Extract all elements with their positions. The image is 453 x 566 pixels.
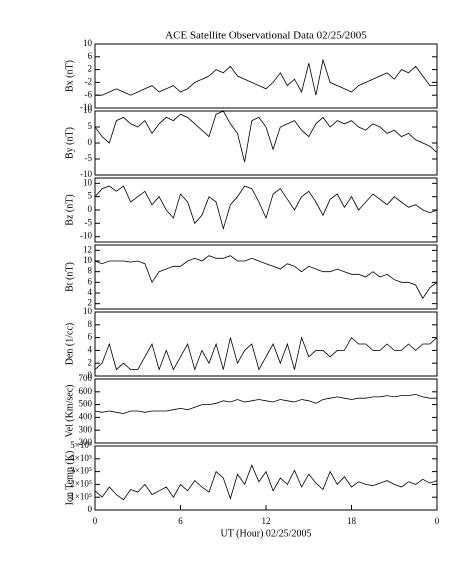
data-line xyxy=(94,393,437,415)
x-tick-label: 12 xyxy=(262,516,271,526)
y-axis-label: By (nT) xyxy=(64,127,75,159)
y-tick-label: -5 xyxy=(85,217,93,227)
y-tick-label: 10 xyxy=(83,255,93,265)
y-tick-label: 4 xyxy=(88,344,93,354)
y-tick-label: 2 xyxy=(88,298,93,308)
data-line xyxy=(94,255,438,300)
y-tick-label: 10 xyxy=(83,177,93,187)
data-line xyxy=(94,464,438,501)
y-tick-label: 0 xyxy=(88,504,93,514)
y-tick-label: 5 xyxy=(88,121,93,131)
y-axis-label: Den (1/cc) xyxy=(64,323,75,365)
y-tick-label: 6 xyxy=(88,51,93,61)
data-line xyxy=(94,336,438,371)
y-tick-label: 10 xyxy=(83,38,93,48)
panel-frame xyxy=(94,445,438,511)
y-tick-label: 1×10⁵ xyxy=(70,491,92,501)
y-axis-label: Bx (nT) xyxy=(64,60,75,92)
y-tick-label: -6 xyxy=(85,89,93,99)
y-tick-label: 5 xyxy=(88,191,93,201)
panel-frame xyxy=(94,177,438,243)
x-tick-label: 18 xyxy=(347,516,357,526)
y-tick-label: 200 xyxy=(79,437,93,447)
y-tick-label: 12 xyxy=(83,244,92,254)
y-tick-label: 4×10⁵ xyxy=(70,453,92,463)
panel-frame xyxy=(94,43,438,109)
panel-frame xyxy=(94,244,438,310)
y-axis-label: Bz (nT) xyxy=(64,194,75,225)
y-axis-label: Ion Temp (K) xyxy=(64,451,75,506)
y-tick-label: 0 xyxy=(88,204,93,214)
y-tick-label: 10 xyxy=(83,105,93,115)
y-tick-label: 10 xyxy=(83,306,93,316)
y-tick-label: -2 xyxy=(85,76,93,86)
x-tick-label: 0 xyxy=(435,516,440,526)
y-tick-label: -5 xyxy=(85,153,93,163)
y-tick-label: 500 xyxy=(79,399,93,409)
x-tick-label: 6 xyxy=(178,516,183,526)
y-tick-label: 2×10⁵ xyxy=(70,478,92,488)
data-line xyxy=(95,58,437,96)
y-tick-label: 3×10⁵ xyxy=(70,466,92,476)
y-tick-label: 0 xyxy=(88,370,93,380)
y-tick-label: 700 xyxy=(79,373,93,383)
y-tick-label: -10 xyxy=(80,102,92,112)
y-tick-label: 8 xyxy=(88,266,93,276)
y-axis-label: Vel (Km/sec) xyxy=(64,384,75,437)
data-line xyxy=(94,110,438,163)
data-line xyxy=(94,185,438,231)
y-tick-label: 8 xyxy=(88,319,93,329)
y-tick-label: 0 xyxy=(88,137,93,147)
y-tick-label: 6 xyxy=(88,276,93,286)
chart-title: ACE Satellite Observational Data 02/25/2… xyxy=(165,30,367,42)
panel-frame xyxy=(94,110,438,176)
y-tick-label: 5×10⁵ xyxy=(70,440,92,450)
y-tick-label: 600 xyxy=(79,386,93,396)
x-axis-label: UT (Hour) 02/25/2005 xyxy=(221,528,312,539)
y-tick-label: -10 xyxy=(80,169,92,179)
y-tick-label: 2 xyxy=(88,64,93,74)
y-tick-label: 6 xyxy=(88,332,93,342)
y-tick-label: 2 xyxy=(88,357,93,367)
y-tick-label: 400 xyxy=(79,411,93,421)
panel-frame xyxy=(94,311,438,377)
y-tick-label: -10 xyxy=(80,231,92,241)
panel-frame xyxy=(94,378,438,444)
y-axis-label: Bt (nT) xyxy=(64,262,75,292)
y-tick-label: 300 xyxy=(79,424,93,434)
y-tick-label: 4 xyxy=(88,287,93,297)
x-tick-label: 0 xyxy=(93,516,98,526)
